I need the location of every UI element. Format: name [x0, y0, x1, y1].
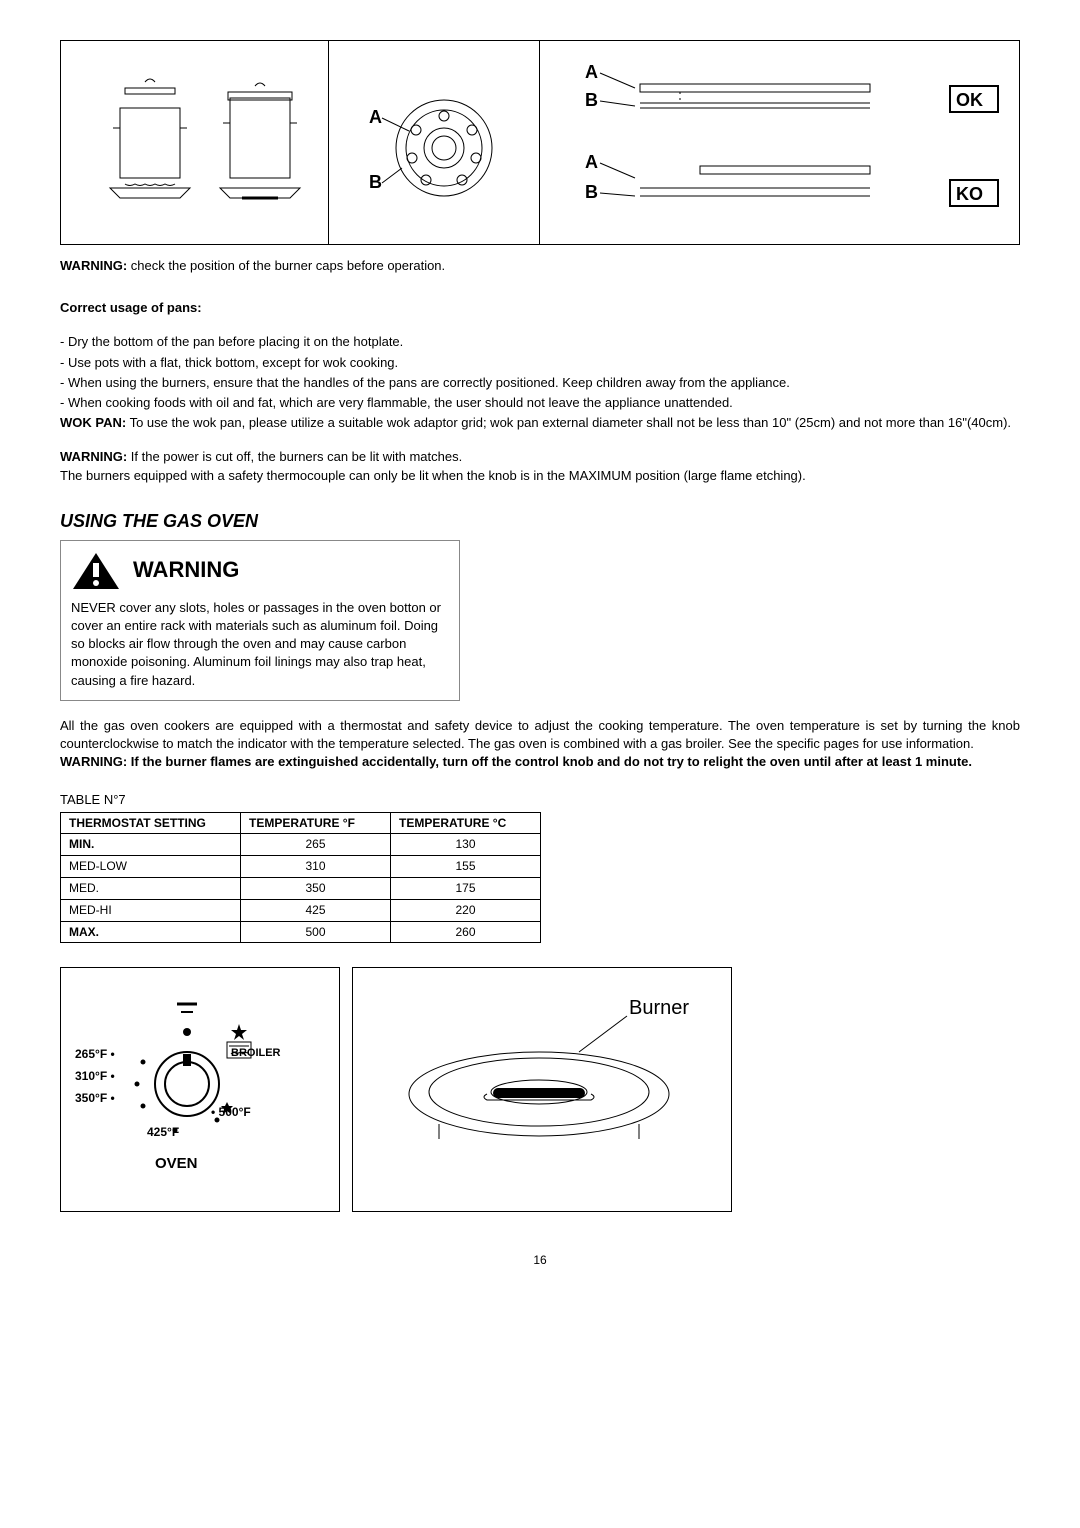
warning-caps-prefix: WARNING: — [60, 258, 127, 273]
cell-c: 155 — [391, 856, 541, 878]
table-caption: TABLE N°7 — [60, 791, 1020, 809]
label-350: 350°F • — [75, 1090, 115, 1107]
svg-text:KO: KO — [956, 184, 983, 204]
burner-label: Burner — [629, 997, 689, 1019]
bottom-diagrams-row: 265°F • 310°F • 350°F • 425°F • 500°F BR… — [60, 967, 1020, 1212]
cell-c: 175 — [391, 877, 541, 899]
burner-side-svg: Burner — [369, 984, 717, 1197]
cell-f: 500 — [241, 921, 391, 943]
svg-text:B: B — [585, 90, 598, 110]
cell-setting: MED-HI — [61, 899, 241, 921]
page-number: 16 — [60, 1252, 1020, 1269]
correct-usage-title: Correct usage of pans: — [60, 299, 1020, 317]
warning-power-line1: WARNING: If the power is cut off, the bu… — [60, 448, 1020, 466]
top-diagram-row: A B A B — [60, 40, 1020, 245]
usage-item-3: - When cooking foods with oil and fat, w… — [60, 394, 1020, 412]
gas-oven-heading: USING THE GAS OVEN — [60, 509, 1020, 534]
table-row: MED-LOW310155 — [61, 856, 541, 878]
label-b: B — [369, 172, 382, 192]
svg-text:A: A — [585, 152, 598, 172]
cell-setting: MAX. — [61, 921, 241, 943]
label-oven: OVEN — [155, 1153, 198, 1174]
wok-pan-prefix: WOK PAN: — [60, 415, 126, 430]
table-row: MAX.500260 — [61, 921, 541, 943]
table-row: MED-HI425220 — [61, 899, 541, 921]
table-row: MIN.265130 — [61, 834, 541, 856]
cell-f: 425 — [241, 899, 391, 921]
warning-power-line2: The burners equipped with a safety therm… — [60, 467, 1020, 485]
usage-item-0: - Dry the bottom of the pan before placi… — [60, 333, 1020, 351]
wok-pan-line: WOK PAN: To use the wok pan, please util… — [60, 414, 1020, 432]
burner-top-svg: A B — [344, 58, 524, 228]
warning-box-header: WARNING — [71, 551, 449, 591]
ok-ko-svg: A B OK A B KO — [540, 48, 1020, 238]
warning-callout-box: WARNING NEVER cover any slots, holes or … — [60, 540, 460, 701]
label-425: 425°F — [147, 1124, 179, 1141]
label-a: A — [369, 107, 382, 127]
oven-knob-diagram: 265°F • 310°F • 350°F • 425°F • 500°F BR… — [60, 967, 340, 1212]
cell-c: 130 — [391, 834, 541, 856]
table-7-wrap: TABLE N°7 THERMOSTAT SETTING TEMPERATURE… — [60, 791, 1020, 943]
col-1: TEMPERATURE °F — [241, 812, 391, 834]
gas-oven-para: All the gas oven cookers are equipped wi… — [60, 717, 1020, 753]
diagram-ok-ko: A B OK A B KO — [540, 41, 1020, 244]
label-500: • 500°F — [211, 1104, 251, 1121]
label-310: 310°F • — [75, 1068, 115, 1085]
cell-f: 310 — [241, 856, 391, 878]
label-265: 265°F • — [75, 1046, 115, 1063]
burner-diagram: Burner — [352, 967, 732, 1212]
gas-oven-warning: WARNING: If the burner flames are exting… — [60, 753, 1020, 771]
diagram-pots-covers — [61, 41, 329, 244]
label-broiler: BROILER — [231, 1046, 281, 1061]
cell-setting: MED. — [61, 877, 241, 899]
cell-c: 220 — [391, 899, 541, 921]
wok-pan-text: To use the wok pan, please utilize a sui… — [126, 415, 1011, 430]
col-2: TEMPERATURE °C — [391, 812, 541, 834]
svg-text:A: A — [585, 62, 598, 82]
warning-caps-line: WARNING: check the position of the burne… — [60, 257, 1020, 275]
warning-caps-text: check the position of the burner caps be… — [127, 258, 445, 273]
usage-item-1: - Use pots with a flat, thick bottom, ex… — [60, 354, 1020, 372]
svg-text:OK: OK — [956, 90, 983, 110]
warning-power-prefix: WARNING: — [60, 449, 127, 464]
thermostat-table: THERMOSTAT SETTING TEMPERATURE °F TEMPER… — [60, 812, 541, 944]
table-row: MED.350175 — [61, 877, 541, 899]
pots-svg — [75, 58, 315, 228]
warning-triangle-icon — [71, 551, 121, 591]
diagram-burner-top: A B — [329, 41, 540, 244]
cell-f: 350 — [241, 877, 391, 899]
warning-box-body: NEVER cover any slots, holes or passages… — [71, 599, 449, 690]
col-0: THERMOSTAT SETTING — [61, 812, 241, 834]
cell-f: 265 — [241, 834, 391, 856]
cell-setting: MED-LOW — [61, 856, 241, 878]
cell-c: 260 — [391, 921, 541, 943]
usage-item-2: - When using the burners, ensure that th… — [60, 374, 1020, 392]
svg-text:B: B — [585, 182, 598, 202]
warning-power-text: If the power is cut off, the burners can… — [127, 449, 462, 464]
cell-setting: MIN. — [61, 834, 241, 856]
warning-box-title: WARNING — [133, 555, 239, 586]
